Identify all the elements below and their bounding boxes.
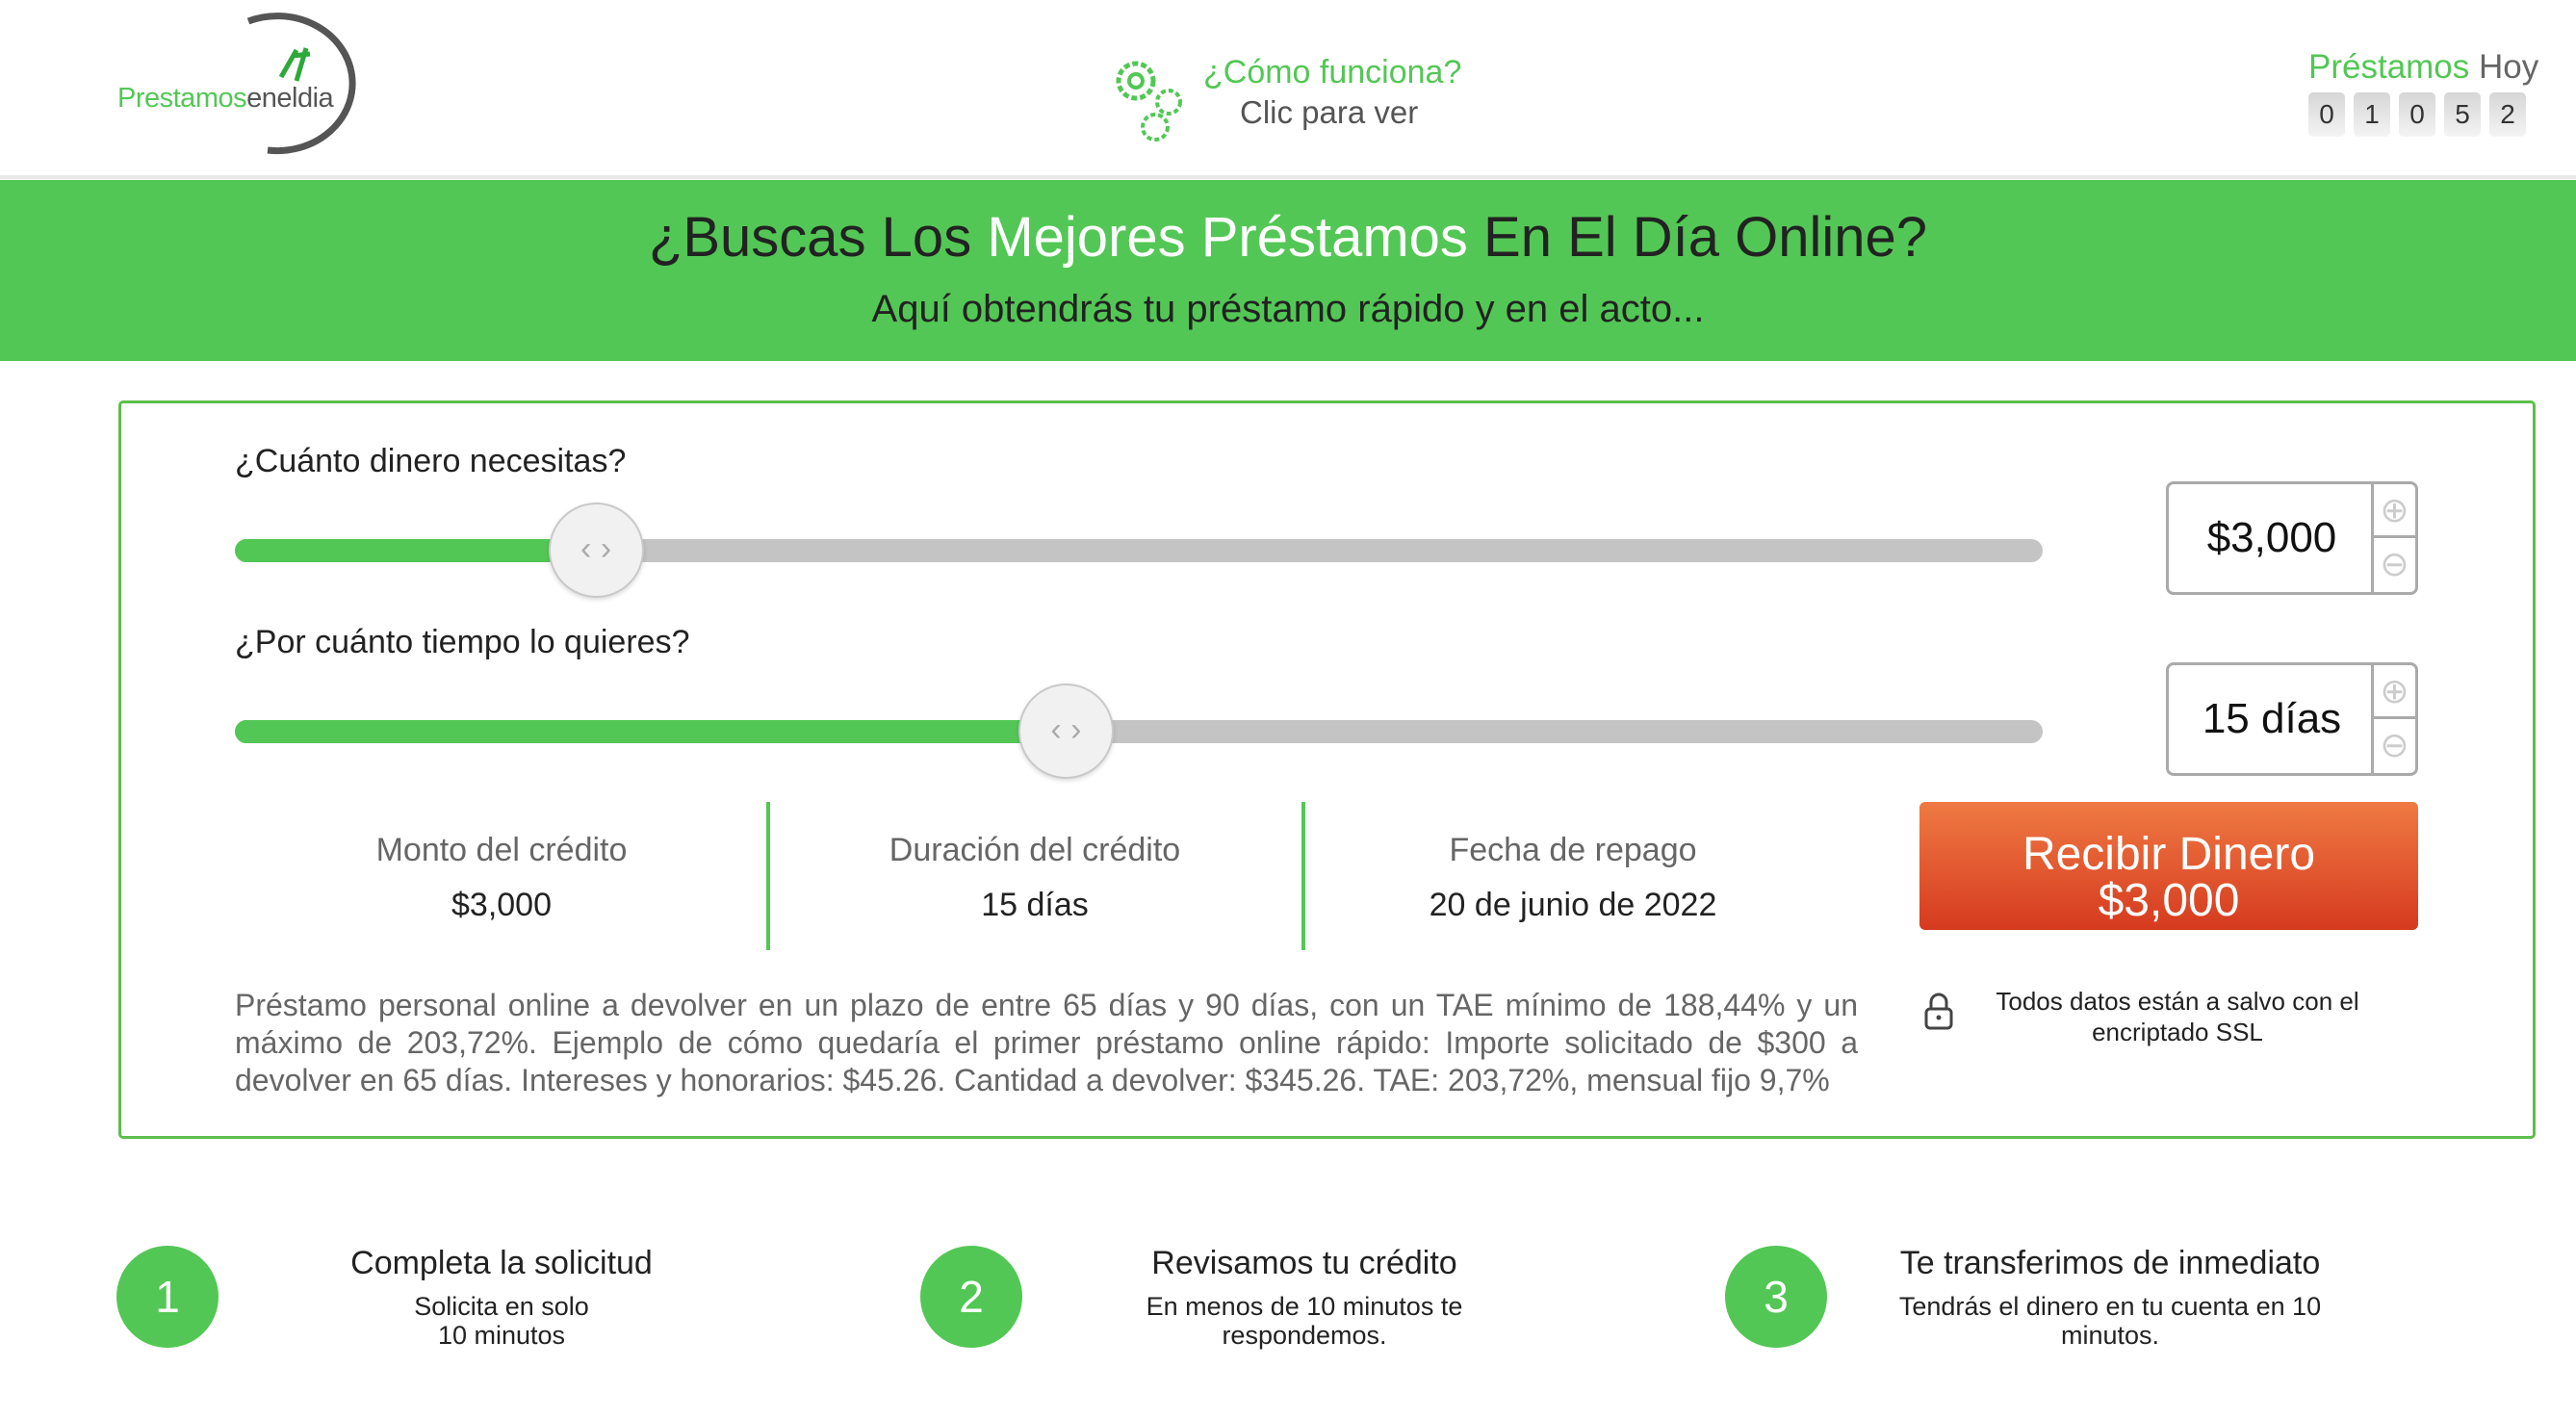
how-it-works-subtitle[interactable]: Clic para ver <box>1240 94 1419 130</box>
divider <box>766 802 770 950</box>
how-it-works-link[interactable]: ¿Cómo funciona? <box>1203 54 1462 90</box>
step-3-badge: 3 <box>1725 1246 1827 1348</box>
hero-subtitle: Aquí obtendrás tu préstamo rápido y en e… <box>871 288 1705 330</box>
counter-digit: 2 <box>2489 92 2526 137</box>
step-3-desc: Tendrás el dinero en tu cuenta en 10 minu… <box>1898 1292 2322 1350</box>
header: Prestamoseneldia ¿Cómo funciona? Clic pa… <box>0 0 2576 179</box>
minus-icon[interactable]: ⊖ <box>2380 725 2409 764</box>
term-slider-handle[interactable]: ‹ › <box>1018 684 1114 779</box>
step-2-title: Revisamos tu crédito <box>1151 1245 1457 1281</box>
hero-banner: ¿Buscas Los Mejores Préstamos En El Día … <box>0 180 2576 361</box>
disclaimer-text: Préstamo personal online a devolver en u… <box>235 988 1858 1097</box>
summary-repay-date: Fecha de repago 20 de junio de 2022 <box>1429 832 1717 923</box>
gears-icon[interactable] <box>1107 56 1192 146</box>
summary-term: Duración del crédito 15 días <box>889 832 1181 923</box>
amount-slider-handle[interactable]: ‹ › <box>548 503 644 598</box>
plus-icon[interactable]: ⊕ <box>2374 484 2415 538</box>
step-1-desc: Solicita en solo 10 minutos <box>414 1292 589 1350</box>
counter-digit: 0 <box>2308 92 2345 137</box>
step-1-badge: 1 <box>116 1246 219 1348</box>
amount-slider-fill <box>235 539 597 562</box>
counter-digit: 0 <box>2399 92 2435 137</box>
step-2-desc: En menos de 10 minutos te respondemos. <box>1146 1292 1463 1350</box>
hero-title: ¿Buscas Los Mejores Préstamos En El Día … <box>648 206 1928 269</box>
step-2-badge: 2 <box>920 1246 1022 1348</box>
step-1-title: Completa la solicitud <box>350 1245 653 1281</box>
amount-input[interactable]: $3,000 ⊕ ⊖ <box>2166 481 2418 595</box>
receive-money-button[interactable]: Recibir Dinero $3,000 <box>1919 802 2418 930</box>
loan-calculator <box>118 400 2536 1139</box>
term-input[interactable]: 15 días ⊕ ⊖ <box>2166 662 2418 776</box>
counter-digit: 5 <box>2444 92 2481 137</box>
minus-icon[interactable]: ⊖ <box>2380 544 2409 583</box>
loans-today-counter: 0 1 0 5 2 <box>2308 92 2526 137</box>
loans-today-label: Préstamos Hoy <box>2308 48 2539 86</box>
lock-icon <box>1924 993 1953 1030</box>
amount-label: ¿Cuánto dinero necesitas? <box>235 443 627 479</box>
plus-icon[interactable]: ⊕ <box>2374 665 2415 719</box>
term-slider[interactable]: ‹ › <box>235 684 2043 779</box>
ssl-notice: Todos datos están a salvo con el encript… <box>1996 987 2359 1046</box>
term-label: ¿Por cuánto tiempo lo quieres? <box>235 624 690 660</box>
divider <box>1301 802 1305 950</box>
logo-text[interactable]: Prestamoseneldia <box>117 83 334 114</box>
step-3-title: Te transferimos de inmediato <box>1899 1245 2321 1281</box>
counter-digit: 1 <box>2354 92 2390 137</box>
logo-ring-icon[interactable] <box>114 12 383 156</box>
term-slider-fill <box>235 720 1067 743</box>
amount-slider[interactable]: ‹ › <box>235 503 2043 598</box>
summary-amount: Monto del crédito $3,000 <box>375 832 628 923</box>
